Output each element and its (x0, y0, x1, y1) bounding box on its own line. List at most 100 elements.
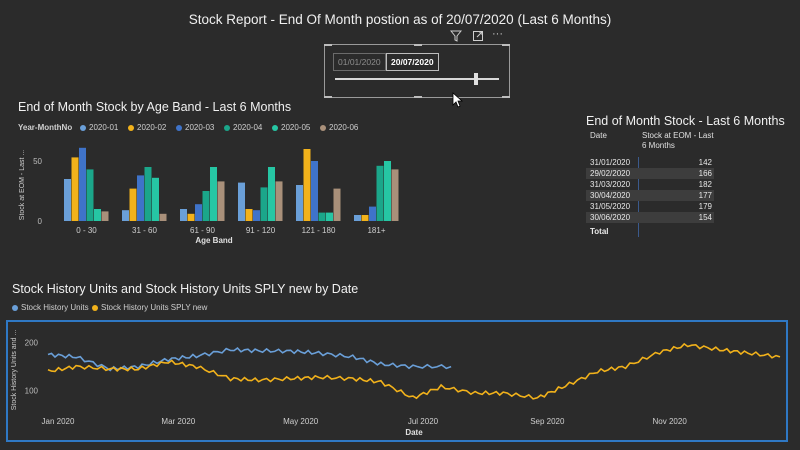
bar[interactable] (326, 212, 333, 221)
legend-label: 2020-03 (185, 123, 215, 132)
bar[interactable] (391, 169, 399, 221)
bar[interactable] (129, 188, 137, 221)
date-slider-track[interactable] (335, 78, 499, 80)
legend-item[interactable]: 2020-04 (224, 123, 262, 132)
legend-swatch (12, 304, 18, 311)
legend-swatch (176, 124, 182, 131)
bar[interactable] (71, 157, 79, 221)
legend-label: 2020-02 (137, 123, 167, 132)
bar[interactable] (333, 188, 341, 221)
legend-item[interactable]: 2020-06 (320, 123, 358, 132)
x-tick-label: 31 - 60 (132, 226, 157, 235)
bar[interactable] (180, 209, 187, 221)
legend-swatch (128, 124, 134, 131)
line-chart[interactable]: Stock History Units and ... 100 200 Jan 202… (8, 322, 786, 440)
filter-icon[interactable] (449, 30, 463, 45)
start-date-input[interactable]: 01/01/2020 (333, 53, 386, 71)
bar[interactable] (361, 215, 369, 221)
table-row[interactable]: 30/06/2020 154 (586, 212, 714, 223)
y-tick-label: 200 (25, 338, 39, 347)
resize-handle[interactable] (324, 44, 332, 46)
focus-mode-icon[interactable] (472, 30, 484, 45)
column-header-date[interactable]: Date (590, 131, 607, 140)
end-date-input[interactable]: 20/07/2020 (386, 53, 439, 71)
bar[interactable] (187, 213, 195, 221)
series-line[interactable] (47, 342, 781, 400)
legend-label: 2020-06 (329, 123, 359, 132)
table-row[interactable]: 30/04/2020 177 (586, 190, 714, 201)
x-axis-label: Age Band (195, 236, 232, 245)
bar[interactable] (217, 181, 225, 221)
bar[interactable] (94, 209, 101, 221)
bar[interactable] (318, 212, 326, 221)
x-tick-label: 181+ (367, 226, 385, 235)
bar[interactable] (296, 185, 303, 221)
legend-item[interactable]: 2020-03 (176, 123, 214, 132)
bar[interactable] (159, 213, 167, 221)
bar[interactable] (86, 169, 94, 221)
resize-handle[interactable] (324, 96, 332, 98)
legend-item[interactable]: 2020-01 (80, 123, 118, 132)
table-row[interactable]: 31/03/2020 182 (586, 179, 714, 190)
bar[interactable] (137, 175, 144, 221)
bar[interactable] (384, 161, 391, 221)
cell-stock: 182 (698, 180, 712, 189)
resize-handle[interactable] (502, 96, 510, 98)
legend-swatch (224, 124, 230, 131)
table-row[interactable]: 29/02/2020 166 (586, 168, 714, 179)
line-chart-selection-frame[interactable]: Stock History Units and ... 100 200 Jan 202… (6, 320, 788, 442)
more-options-icon[interactable]: ··· (492, 28, 503, 40)
date-slider-thumb[interactable] (474, 73, 479, 85)
bar[interactable] (79, 147, 86, 221)
bar[interactable] (101, 211, 109, 221)
cell-date: 29/02/2020 (590, 169, 631, 178)
bar-legend-title: Year-MonthNo (18, 123, 73, 132)
resize-handle[interactable] (414, 44, 422, 46)
legend-label: Stock History Units (21, 303, 89, 312)
bar[interactable] (303, 149, 311, 221)
bar[interactable] (354, 215, 361, 221)
bar[interactable] (260, 187, 268, 221)
column-header-stock[interactable]: Stock at EOM - Last 6 Months (642, 131, 714, 150)
bar[interactable] (275, 181, 283, 221)
x-tick-label: 61 - 90 (190, 226, 215, 235)
bar[interactable] (152, 177, 159, 221)
y-tick-label: 100 (25, 387, 39, 396)
resize-handle[interactable] (502, 44, 510, 46)
legend-label: Stock History Units SPLY new (101, 303, 208, 312)
legend-item[interactable]: Stock History Units (12, 303, 89, 312)
bar[interactable] (210, 167, 217, 221)
bar[interactable] (195, 204, 202, 221)
bar[interactable] (122, 210, 129, 221)
y-axis-label: Stock at EOM - Last ... (19, 150, 26, 220)
bar-chart[interactable]: Stock at EOM - Last ... 0 50 0 - 30 31 - 60 6… (14, 135, 424, 247)
legend-swatch (320, 124, 326, 131)
date-range-slicer[interactable]: 01/01/2020 20/07/2020 (324, 44, 510, 98)
legend-label: 2020-01 (89, 123, 119, 132)
x-axis-label: Date (405, 428, 423, 437)
table-row[interactable]: 31/01/2020 142 (586, 157, 714, 168)
resize-handle[interactable] (414, 96, 422, 98)
legend-label: 2020-04 (233, 123, 263, 132)
bar[interactable] (369, 206, 376, 221)
bar[interactable] (245, 209, 253, 221)
bar[interactable] (376, 165, 384, 221)
bar[interactable] (238, 182, 245, 221)
legend-item[interactable]: 2020-05 (272, 123, 310, 132)
bar-chart-title: End of Month Stock by Age Band - Last 6 … (18, 100, 292, 114)
bar[interactable] (311, 161, 318, 221)
cell-date: 31/03/2020 (590, 180, 631, 189)
table-row[interactable]: 31/05/2020 179 (586, 201, 714, 212)
y-tick-label: 50 (33, 157, 42, 166)
series-line[interactable] (47, 347, 452, 372)
bar[interactable] (144, 167, 152, 221)
legend-item[interactable]: 2020-02 (128, 123, 166, 132)
bar[interactable] (202, 191, 210, 221)
bar[interactable] (268, 167, 275, 221)
x-tick-label: 91 - 120 (246, 226, 276, 235)
legend-item[interactable]: Stock History Units SPLY new (92, 303, 207, 312)
bar[interactable] (253, 210, 260, 221)
table-total-label: Total (590, 227, 609, 236)
visual-header-icons: ··· (449, 28, 510, 45)
bar[interactable] (64, 179, 71, 221)
